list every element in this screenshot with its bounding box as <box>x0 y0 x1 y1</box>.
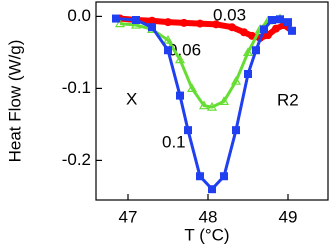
x-tick-label: 48 <box>199 207 218 226</box>
data-point <box>174 54 186 64</box>
data-point <box>276 15 284 24</box>
data-point <box>180 18 188 27</box>
data-point <box>208 185 216 194</box>
y-tick-label: -0.2 <box>62 150 91 169</box>
data-point <box>252 46 260 55</box>
data-point <box>230 75 242 85</box>
x-tick-label: 49 <box>279 207 298 226</box>
data-point <box>148 23 156 32</box>
data-point <box>196 172 204 181</box>
x-tick-label: 47 <box>119 207 138 226</box>
data-point <box>242 47 254 56</box>
data-point <box>260 25 268 34</box>
y-tick-label: -0.1 <box>62 78 91 97</box>
data-point <box>132 16 140 24</box>
x-axis-label: T (°C) <box>184 225 229 244</box>
data-point <box>130 19 142 29</box>
data-point <box>240 28 248 37</box>
data-point <box>164 18 172 27</box>
data-point <box>186 83 198 92</box>
data-point <box>196 19 204 28</box>
data-point <box>232 126 240 135</box>
data-point <box>244 70 252 78</box>
data-point <box>212 20 220 29</box>
data-point <box>220 172 228 181</box>
data-point <box>272 24 280 33</box>
data-point <box>176 91 184 100</box>
series-label: 0.03 <box>213 5 246 24</box>
data-point <box>112 14 120 23</box>
data-point <box>268 16 276 24</box>
annotation: R2 <box>277 90 299 109</box>
data-point <box>184 126 192 135</box>
data-point <box>198 100 210 110</box>
data-point <box>284 18 292 27</box>
plot-frame <box>95 1 329 201</box>
series-label: 0.1 <box>162 132 186 151</box>
y-axis-label: Heat Flow (W/g) <box>5 40 24 163</box>
data-point <box>114 18 126 28</box>
data-point <box>206 101 218 111</box>
data-point <box>162 34 174 44</box>
data-point <box>164 46 172 55</box>
data-point <box>288 26 296 35</box>
annotation: X <box>126 89 137 108</box>
data-point <box>228 23 236 32</box>
data-point <box>218 96 230 105</box>
y-tick-label: 0.0 <box>67 6 91 25</box>
data-point <box>148 16 156 25</box>
